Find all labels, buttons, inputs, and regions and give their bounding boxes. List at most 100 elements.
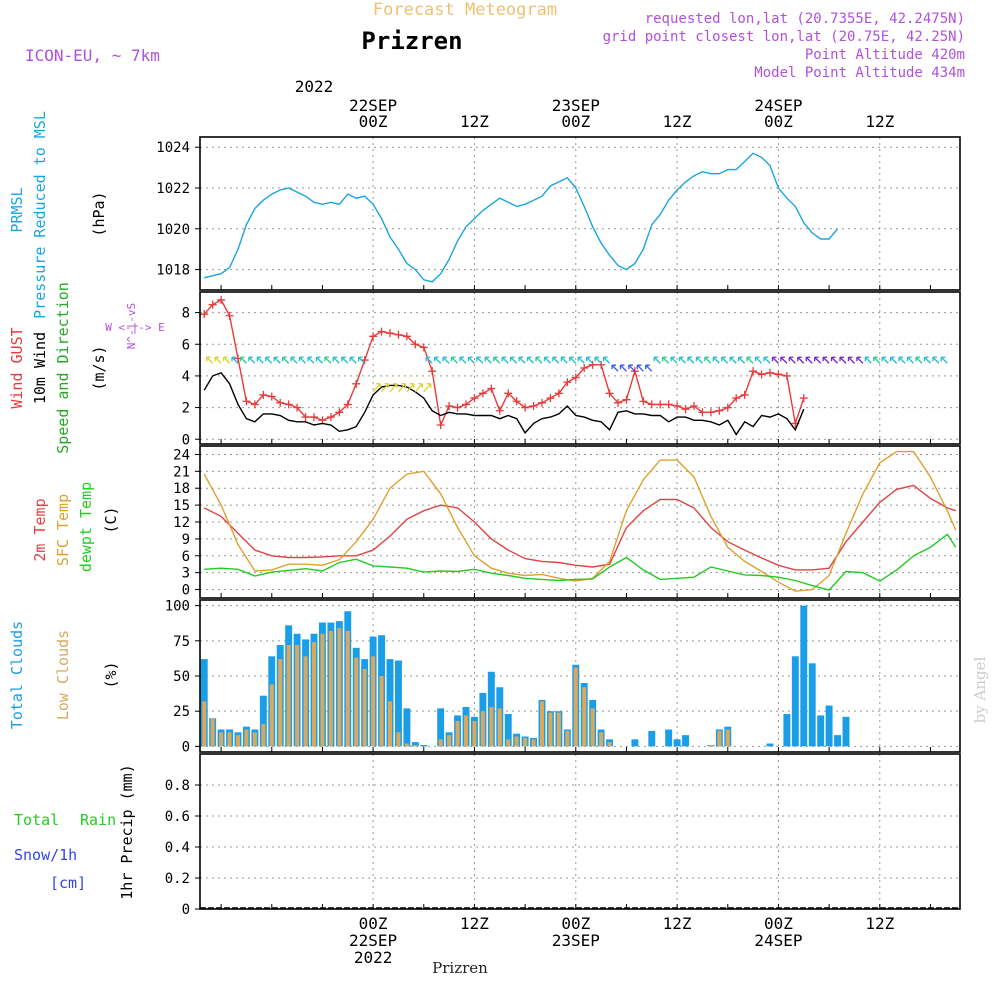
wind-direction-arrow — [805, 356, 813, 364]
temperature-ytick-label: 21 — [173, 464, 190, 480]
wind-direction-arrowhead — [695, 356, 701, 362]
wind-direction-arrow — [231, 356, 239, 364]
wind-direction-arrow — [577, 356, 585, 364]
clouds-bar-total-clouds — [783, 714, 791, 747]
station-title: Prizren — [361, 27, 462, 55]
bottom-time-label: 2022 — [354, 948, 393, 967]
wind-direction-arrow — [552, 356, 560, 364]
wind-direction-arrow — [248, 356, 256, 364]
clouds-bar-low-clouds — [320, 633, 325, 747]
low-clouds-label: Low Clouds — [54, 630, 72, 720]
wind-direction-arrow — [856, 356, 864, 364]
model-altitude: Model Point Altitude 434m — [754, 65, 965, 81]
wind-direction-arrow — [324, 356, 332, 364]
wind-direction-arrow — [290, 356, 298, 364]
wind-direction-arrow — [527, 356, 535, 364]
wind-direction-arrowhead — [358, 356, 363, 362]
wind-direction-arrowhead — [442, 356, 448, 362]
wind-direction-arrowhead — [543, 356, 549, 362]
wind-direction-arrow — [603, 356, 611, 364]
wind-gust-marker — [512, 397, 521, 406]
wind-gust-marker — [445, 402, 454, 410]
wind-direction-arrow — [265, 356, 273, 364]
clouds-bar-low-clouds — [447, 735, 452, 747]
wind-direction-arrow — [822, 356, 830, 364]
wind-direction-arrow — [636, 364, 644, 372]
clouds-bar-low-clouds — [607, 742, 612, 747]
clouds-bar-total-clouds — [673, 739, 681, 747]
wind-direction-arrowhead — [426, 383, 432, 388]
wind-10m-label: 10m Wind — [31, 332, 49, 404]
wind-gust-marker — [428, 367, 437, 376]
wind-direction-arrow — [442, 356, 450, 364]
temperature-ytick-label: 15 — [173, 498, 190, 514]
wind-gust-marker — [706, 408, 715, 417]
wind-direction-arrow — [763, 356, 771, 364]
wind-direction-arrowhead — [349, 356, 355, 362]
clouds-bar-low-clouds — [210, 718, 215, 747]
wind-gust-marker — [774, 370, 783, 379]
precip-rain-label: Rain — [80, 811, 116, 829]
clouds-bar-total-clouds — [259, 695, 267, 747]
wind-direction-arrowhead — [881, 356, 887, 362]
wind-gust-marker — [301, 413, 310, 422]
wind-direction-arrow — [434, 356, 442, 364]
wind-ytick-label: 2 — [182, 401, 190, 417]
top-time-label: 12Z — [663, 112, 692, 131]
wind-direction-arrowhead — [376, 383, 381, 388]
wind-direction-arrow — [341, 356, 349, 364]
wind-direction-arrow — [282, 356, 290, 364]
wind-direction-arrow — [510, 356, 518, 364]
clouds-bar-low-clouds — [244, 729, 249, 747]
wind-gust-marker — [622, 395, 631, 404]
wind-direction-arrow — [864, 356, 872, 364]
wind-gust-marker — [614, 398, 622, 407]
wind-direction-arrowhead — [401, 383, 407, 388]
wind-gust-marker — [656, 400, 665, 409]
wind-direction-arrow — [847, 356, 855, 364]
precipitation-ytick-label: 0.4 — [165, 840, 190, 856]
wind-direction-arrowhead — [510, 356, 515, 362]
wind-gust-marker — [639, 397, 648, 406]
clouds-bar-total-clouds — [420, 744, 428, 747]
wind-gust-marker — [554, 389, 563, 398]
wind-direction-arrowhead — [602, 356, 608, 362]
clouds-bar-total-clouds — [817, 715, 825, 747]
wind-direction-arrow — [273, 356, 281, 364]
wind-gust-marker — [276, 398, 285, 407]
wind-direction-arrow — [349, 356, 357, 364]
top-time-label: 00Z — [764, 112, 793, 131]
precip-labels: Total Rain Snow/1h [cm] 1hr Precip (mm) — [14, 764, 136, 899]
precip-total-label: Total — [14, 811, 59, 829]
temperature-ytick-label: 24 — [173, 447, 190, 463]
top-time-label: 00Z — [561, 112, 590, 131]
wind-direction-arrowhead — [467, 356, 473, 362]
wind-direction-arrowhead — [239, 356, 245, 362]
wind-gust-marker — [267, 392, 276, 401]
wind-direction-arrowhead — [915, 356, 920, 362]
clouds-bar-total-clouds — [394, 660, 402, 747]
wind-direction-arrow — [459, 356, 467, 364]
clouds-bar-total-clouds — [834, 735, 842, 747]
wind-direction-arrow — [831, 356, 839, 364]
wind-direction-arrow — [755, 356, 763, 364]
wind-gust-marker — [588, 360, 597, 369]
clouds-panel: 0 25 50 75 100 — [165, 599, 961, 755]
clouds-bar-low-clouds — [565, 730, 570, 747]
wind-direction-arrow — [358, 356, 366, 364]
wind-gust-marker — [335, 408, 344, 417]
wind-direction-arrowhead — [754, 356, 760, 362]
wind-direction-arrowhead — [434, 356, 439, 362]
precipitation-ytick-label: 0.2 — [165, 871, 190, 887]
wind-direction-arrowhead — [569, 356, 574, 362]
wind-direction-arrow — [628, 364, 636, 372]
clouds-bar-low-clouds — [371, 656, 376, 747]
wind-gust-marker — [343, 400, 352, 409]
clouds-bar-low-clouds — [404, 743, 409, 747]
wind-gust-marker — [799, 394, 808, 403]
pressure-ytick-label: 1018 — [156, 263, 190, 279]
wind-direction-arrow — [397, 383, 406, 393]
wind-direction-arrow — [381, 383, 390, 393]
wind-gust-marker — [293, 403, 302, 412]
bottom-time-label: 12Z — [460, 914, 489, 933]
